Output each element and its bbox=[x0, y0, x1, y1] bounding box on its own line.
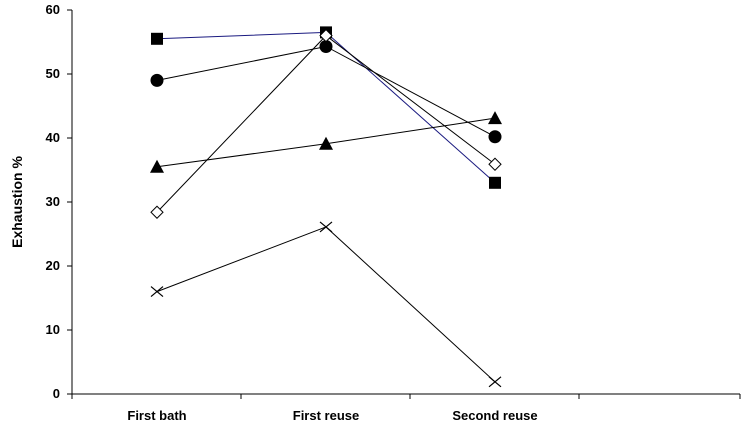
y-tick-label: 40 bbox=[46, 130, 60, 145]
x-tick-label: First reuse bbox=[293, 408, 359, 423]
data-point-triangle bbox=[488, 111, 502, 125]
series-line-diamond-open bbox=[156, 34, 496, 213]
y-tick-label: 10 bbox=[46, 322, 60, 337]
data-point-triangle bbox=[150, 159, 164, 173]
data-point-diamond-open bbox=[319, 28, 333, 43]
series-line-x bbox=[156, 226, 496, 383]
y-tick-label: 20 bbox=[46, 258, 60, 273]
data-point-x bbox=[488, 376, 502, 388]
data-point-circle bbox=[150, 73, 164, 87]
x-tick-label: Second reuse bbox=[452, 408, 537, 423]
data-point-square bbox=[151, 32, 163, 45]
data-point-circle bbox=[488, 130, 502, 144]
data-point-x bbox=[150, 286, 164, 298]
y-tick-label: 30 bbox=[46, 194, 60, 209]
data-point-triangle bbox=[319, 136, 333, 150]
data-point-x bbox=[319, 221, 333, 233]
data-point-circle bbox=[319, 39, 333, 53]
y-tick-label: 50 bbox=[46, 66, 60, 81]
y-axis-title: Exhaustion % bbox=[9, 156, 25, 248]
data-point-square bbox=[489, 176, 501, 189]
y-tick-label: 0 bbox=[53, 386, 60, 401]
y-tick-label: 60 bbox=[46, 2, 60, 17]
x-tick-label: First bath bbox=[127, 408, 186, 423]
data-point-diamond-open bbox=[150, 205, 164, 219]
series-line-circle bbox=[156, 45, 496, 138]
data-point-diamond-open bbox=[488, 157, 502, 171]
